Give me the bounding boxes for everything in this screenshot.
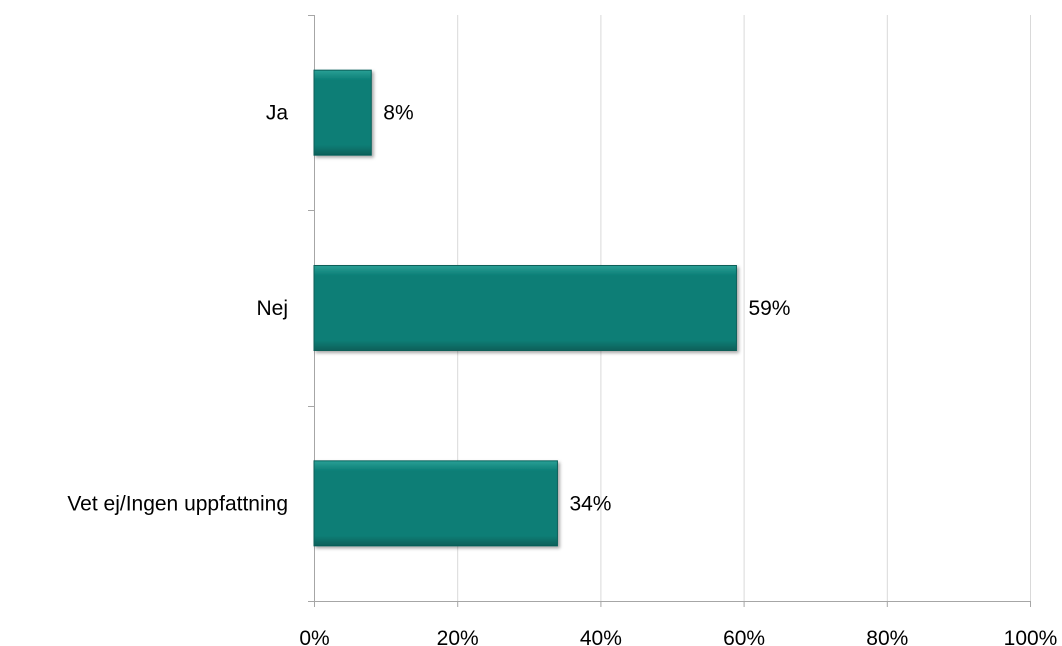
x-tick-label: 80% [866, 627, 908, 646]
data-label: 59% [748, 297, 790, 320]
x-tick-label: 40% [580, 627, 622, 646]
category-label: Nej [256, 297, 288, 320]
category-label: Vet ej/Ingen uppfattning [67, 492, 288, 515]
data-label: 34% [569, 492, 611, 515]
data-label: 8% [383, 102, 413, 125]
x-tick-label: 100% [1004, 627, 1058, 646]
x-tick-label: 20% [437, 627, 479, 646]
bar [313, 460, 558, 547]
category-label: Ja [266, 102, 289, 125]
labels: 0% 20% 40% 60% 80% 100% Ja 8% Nej 59% Vet ej/Ingen… [67, 102, 1057, 646]
x-tick-label: 60% [723, 627, 765, 646]
x-tick-label: 0% [299, 627, 329, 646]
bar [313, 265, 737, 351]
bars [313, 69, 737, 547]
bar [313, 69, 372, 156]
